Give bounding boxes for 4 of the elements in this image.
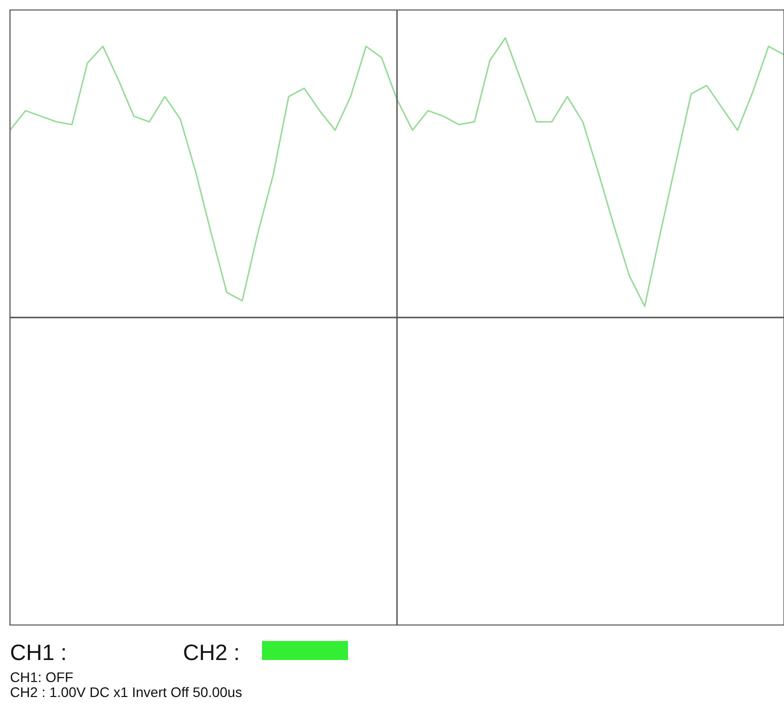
text: CH1 : <box>11 644 65 660</box>
text: CH2 : <box>184 644 238 660</box>
text: CH1: OFF <box>10 672 73 682</box>
text: CH2 : 1.00V DC x1 Invert Off 50.00us <box>10 686 242 698</box>
